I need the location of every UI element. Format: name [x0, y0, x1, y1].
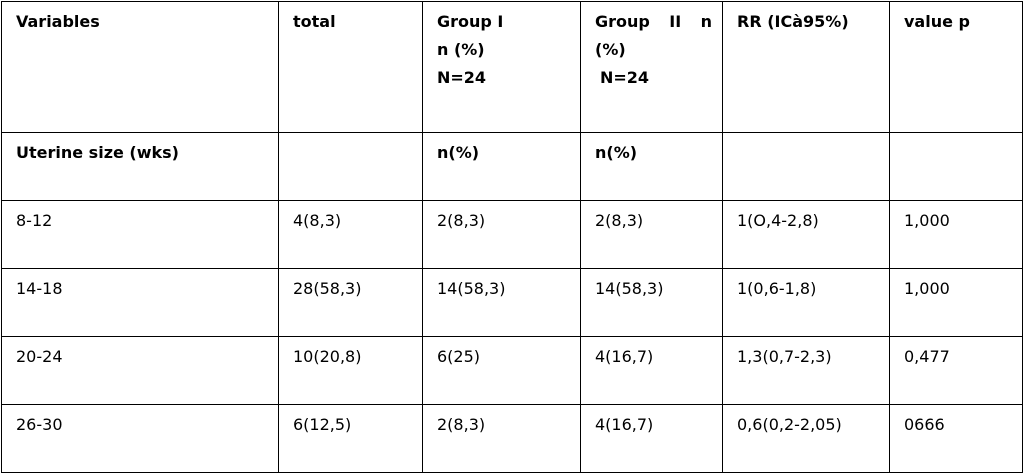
cell-variable: 20-24 — [1, 336, 279, 405]
subheader-group-2: n(%) — [580, 132, 723, 201]
header-rr: RR (ICà95%) — [722, 1, 890, 133]
cell-total: 4(8,3) — [278, 200, 423, 269]
cell-group-1: 6(25) — [422, 336, 581, 405]
header-p-value: value p — [889, 1, 1023, 133]
cell-total: 10(20,8) — [278, 336, 423, 405]
cell-group-2: 2(8,3) — [580, 200, 723, 269]
cell-p-value: 1,000 — [889, 268, 1023, 337]
subheader-row: Uterine size (wks) n(%) n(%) — [1, 132, 1023, 201]
cell-group-2: 14(58,3) — [580, 268, 723, 337]
cell-group-1: 2(8,3) — [422, 200, 581, 269]
header-variables: Variables — [1, 1, 279, 133]
cell-total: 28(58,3) — [278, 268, 423, 337]
header-row: Variables total Group I n (%) N=24 Group… — [1, 1, 1023, 133]
cell-rr: 1(O,4-2,8) — [722, 200, 890, 269]
subheader-group-1: n(%) — [422, 132, 581, 201]
cell-variable: 8-12 — [1, 200, 279, 269]
cell-group-2: 4(16,7) — [580, 336, 723, 405]
group-2-unit: (%) — [595, 40, 626, 59]
cell-rr: 0,6(0,2-2,05) — [722, 404, 890, 473]
header-total: total — [278, 1, 423, 133]
table-row: 14-18 28(58,3) 14(58,3) 14(58,3) 1(0,6-1… — [1, 268, 1023, 337]
group-2-n: N=24 — [600, 68, 650, 87]
cell-rr: 1,3(0,7-2,3) — [722, 336, 890, 405]
subheader-total — [278, 132, 423, 201]
group-1-n: N=24 — [437, 68, 487, 87]
cell-group-1: 2(8,3) — [422, 404, 581, 473]
group-1-unit: n (%) — [437, 40, 485, 59]
group-1-title: Group I — [437, 12, 504, 31]
subheader-variable: Uterine size (wks) — [1, 132, 279, 201]
table-row: 20-24 10(20,8) 6(25) 4(16,7) 1,3(0,7-2,3… — [1, 336, 1023, 405]
cell-p-value: 0,477 — [889, 336, 1023, 405]
cell-variable: 26-30 — [1, 404, 279, 473]
table-row: 26-30 6(12,5) 2(8,3) 4(16,7) 0,6(0,2-2,0… — [1, 404, 1023, 473]
cell-variable: 14-18 — [1, 268, 279, 337]
header-group-1: Group I n (%) N=24 — [422, 1, 581, 133]
group-2-title: Group II n — [595, 12, 712, 31]
cell-total: 6(12,5) — [278, 404, 423, 473]
subheader-rr — [722, 132, 890, 201]
cell-group-2: 4(16,7) — [580, 404, 723, 473]
cell-p-value: 0666 — [889, 404, 1023, 473]
subheader-p — [889, 132, 1023, 201]
cell-rr: 1(0,6-1,8) — [722, 268, 890, 337]
header-group-2: Group II n (%) N=24 — [580, 1, 723, 133]
cell-p-value: 1,000 — [889, 200, 1023, 269]
cell-group-1: 14(58,3) — [422, 268, 581, 337]
table-row: 8-12 4(8,3) 2(8,3) 2(8,3) 1(O,4-2,8) 1,0… — [1, 200, 1023, 269]
